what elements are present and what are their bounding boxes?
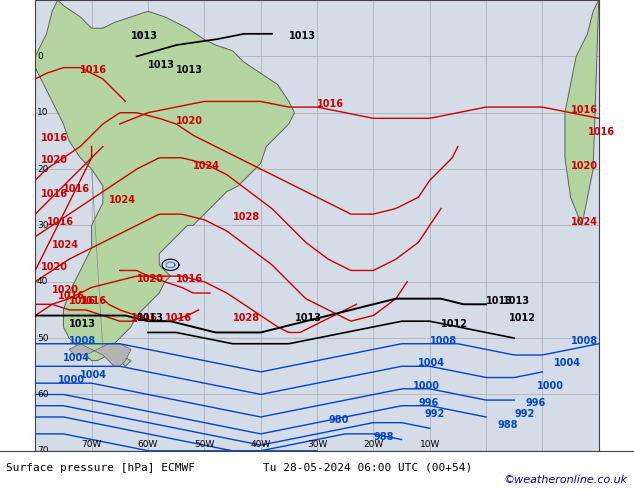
Text: 1012: 1012 bbox=[508, 313, 536, 323]
Text: 40W: 40W bbox=[250, 440, 271, 449]
Text: ©weatheronline.co.uk: ©weatheronline.co.uk bbox=[503, 475, 628, 485]
Text: 50: 50 bbox=[37, 334, 48, 343]
Text: 1004: 1004 bbox=[553, 358, 581, 368]
Text: 1004: 1004 bbox=[418, 358, 446, 368]
Text: 1013: 1013 bbox=[69, 319, 96, 329]
Text: 1016: 1016 bbox=[317, 99, 344, 109]
Text: 1024: 1024 bbox=[571, 218, 598, 227]
Text: 10W: 10W bbox=[420, 440, 440, 449]
Polygon shape bbox=[36, 0, 294, 367]
Text: 40: 40 bbox=[37, 277, 48, 286]
Text: 1013: 1013 bbox=[148, 60, 175, 70]
Polygon shape bbox=[69, 344, 131, 367]
Text: 1000: 1000 bbox=[537, 381, 564, 391]
Text: 20W: 20W bbox=[363, 440, 384, 449]
Text: 1020: 1020 bbox=[571, 161, 598, 171]
Text: 70W: 70W bbox=[81, 440, 102, 449]
Text: 1020: 1020 bbox=[52, 285, 79, 295]
Text: 1016: 1016 bbox=[81, 65, 107, 75]
Text: 1004: 1004 bbox=[81, 369, 107, 380]
Text: 996: 996 bbox=[418, 398, 439, 408]
Text: 1013: 1013 bbox=[131, 31, 158, 42]
Text: 70: 70 bbox=[37, 446, 48, 455]
Polygon shape bbox=[137, 31, 142, 37]
Text: 1013: 1013 bbox=[503, 296, 530, 306]
Text: 1016: 1016 bbox=[588, 127, 614, 137]
Text: 1000: 1000 bbox=[413, 381, 440, 391]
Text: 1016: 1016 bbox=[165, 313, 192, 323]
Text: 1016: 1016 bbox=[81, 296, 107, 306]
Text: Surface pressure [hPa] ECMWF: Surface pressure [hPa] ECMWF bbox=[6, 463, 195, 473]
Text: 1013: 1013 bbox=[486, 296, 513, 306]
Text: 1016: 1016 bbox=[41, 133, 68, 143]
Text: 1028: 1028 bbox=[233, 313, 259, 323]
Text: 1004: 1004 bbox=[63, 353, 91, 363]
Text: Tu 28-05-2024 06:00 UTC (00+54): Tu 28-05-2024 06:00 UTC (00+54) bbox=[263, 463, 472, 473]
Text: 1013: 1013 bbox=[294, 313, 321, 323]
Text: 30W: 30W bbox=[307, 440, 327, 449]
Text: 992: 992 bbox=[514, 409, 534, 419]
Text: 1016: 1016 bbox=[58, 291, 85, 301]
Text: 1013: 1013 bbox=[289, 31, 316, 42]
Text: 1016: 1016 bbox=[571, 105, 598, 115]
Text: 996: 996 bbox=[526, 398, 546, 408]
Text: 1024: 1024 bbox=[193, 161, 220, 171]
Text: 1016: 1016 bbox=[131, 313, 158, 323]
Text: 20: 20 bbox=[37, 165, 48, 173]
Text: 1000: 1000 bbox=[58, 375, 85, 385]
Text: 992: 992 bbox=[424, 409, 444, 419]
Text: 1008: 1008 bbox=[430, 336, 457, 346]
Text: 10: 10 bbox=[37, 108, 48, 117]
Text: 30: 30 bbox=[37, 221, 48, 230]
Text: 1013: 1013 bbox=[137, 313, 164, 323]
Text: 60: 60 bbox=[37, 390, 48, 399]
Text: 1016: 1016 bbox=[69, 296, 96, 306]
Text: 1016: 1016 bbox=[176, 274, 203, 284]
Text: 0: 0 bbox=[37, 52, 42, 61]
Text: 1020: 1020 bbox=[137, 274, 164, 284]
Text: 988: 988 bbox=[373, 432, 394, 441]
Text: 1008: 1008 bbox=[69, 336, 96, 346]
Polygon shape bbox=[565, 0, 598, 225]
Text: 1020: 1020 bbox=[176, 116, 203, 126]
Text: 988: 988 bbox=[497, 420, 518, 430]
Text: 60W: 60W bbox=[138, 440, 158, 449]
Text: 1016: 1016 bbox=[41, 189, 68, 199]
Text: 1024: 1024 bbox=[108, 195, 136, 205]
Text: 1028: 1028 bbox=[233, 212, 259, 222]
Text: 50W: 50W bbox=[194, 440, 214, 449]
Text: 1024: 1024 bbox=[52, 240, 79, 250]
Text: 1020: 1020 bbox=[41, 155, 68, 166]
Text: 1016: 1016 bbox=[63, 184, 91, 194]
Text: 1012: 1012 bbox=[441, 319, 468, 329]
Text: 1008: 1008 bbox=[571, 336, 598, 346]
Text: 1013: 1013 bbox=[176, 65, 203, 75]
Text: 1016: 1016 bbox=[46, 218, 74, 227]
Text: 980: 980 bbox=[328, 415, 349, 425]
Text: 1020: 1020 bbox=[41, 263, 68, 272]
